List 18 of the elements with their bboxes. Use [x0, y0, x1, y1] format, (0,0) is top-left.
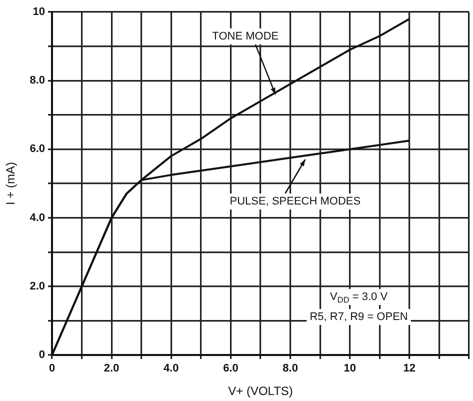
- y-tick-label: 2.0: [30, 280, 45, 292]
- y-tick-label: 4.0: [30, 212, 45, 224]
- annotation: R5, R7, R9 = OPEN: [310, 311, 408, 324]
- y-axis-title: I + (mA): [4, 162, 18, 206]
- x-tick-label: 6.0: [223, 362, 238, 375]
- y-tick-label: 8.0: [30, 74, 45, 87]
- annotation: PULSE, SPEECH MODES: [230, 196, 361, 208]
- x-tick-label: 12: [403, 362, 416, 375]
- y-tick-label: 0: [38, 349, 45, 362]
- x-tick-label: 4.0: [163, 362, 179, 375]
- y-tick-label: 10: [32, 6, 45, 18]
- y-tick-label: 6.0: [30, 143, 45, 156]
- x-tick-label: 2.0: [104, 362, 120, 375]
- annotation: TONE MODE: [212, 30, 279, 42]
- x-tick-label: 8.0: [282, 362, 298, 375]
- x-axis-title: V+ (VOLTS): [228, 384, 293, 398]
- x-tick-label: 10: [344, 362, 356, 375]
- x-tick-label: 0: [48, 362, 56, 375]
